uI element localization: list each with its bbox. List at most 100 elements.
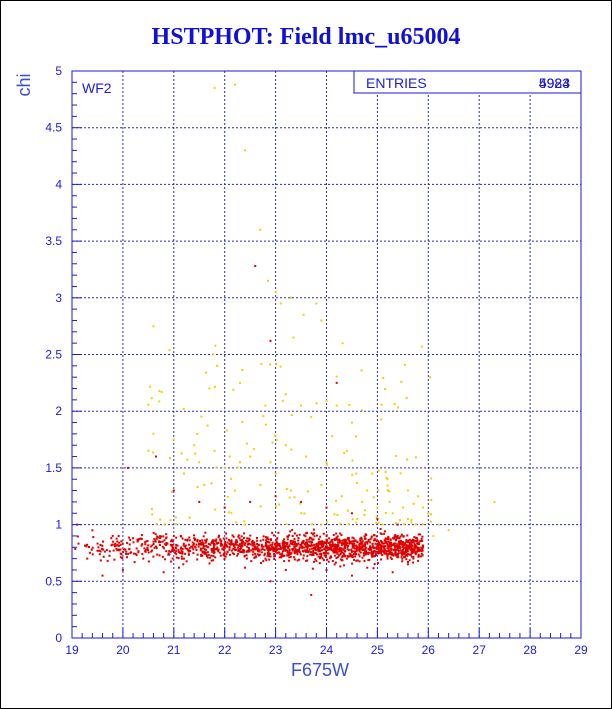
scatter-point [254,552,257,555]
scatter-point [186,458,189,461]
scatter-point [235,543,238,546]
scatter-point [406,540,409,543]
scatter-point [177,550,180,553]
scatter-point [193,444,196,447]
scatter-point [252,542,255,545]
scatter-point [417,559,420,562]
scatter-point [420,552,423,555]
scatter-point [325,542,328,545]
scatter-point [313,535,316,538]
scatter-point [77,542,80,545]
scatter-point [200,554,203,557]
scatter-point [394,550,397,553]
scatter-point [397,537,400,540]
scatter-point [375,546,378,549]
scatter-point [270,548,273,551]
scatter-point [383,546,386,549]
scatter-point [284,545,287,548]
scatter-point [331,435,334,438]
scatter-point [187,543,190,546]
scatter-point [205,554,208,557]
scatter-point [359,551,362,554]
scatter-point [386,538,389,541]
scatter-point [103,550,106,553]
scatter-point [258,553,261,556]
tick-marks [71,70,582,639]
scatter-point [273,558,276,561]
scatter-point [406,458,409,461]
scatter-point [266,537,269,540]
scatter-point [352,553,355,556]
scatter-point [205,548,208,551]
scatter-point [383,539,386,542]
scatter-point [200,542,203,545]
scatter-point [174,546,177,549]
scatter-point [115,547,118,550]
scatter-point [410,541,413,544]
scatter-point [302,554,305,557]
scatter-point [147,544,150,547]
scatter-point [83,544,86,547]
scatter-point [217,534,220,537]
scatter-point [381,545,384,548]
scatter-point [85,544,88,547]
scatter-point [249,500,252,503]
scatter-point [223,557,226,560]
y-tick-label: 3.5 [45,234,62,248]
scatter-point [311,538,314,541]
scatter-point [342,548,345,551]
scatter-point [188,539,191,542]
scatter-point [293,545,296,548]
scatter-point [257,543,260,546]
scatter-point [352,540,355,543]
scatter-point [333,513,336,516]
scatter-point [321,549,324,552]
scatter-point [132,537,135,540]
scatter-point [374,552,377,555]
scatter-point [269,538,272,541]
scatter-point [264,541,267,544]
scatter-point [203,545,206,548]
scatter-point [113,558,116,561]
scatter-point [133,561,136,564]
scatter-point [163,558,166,561]
scatter-point [275,538,278,541]
scatter-point [169,457,172,460]
scatter-point [195,548,198,551]
scatter-point [386,544,389,547]
scatter-point [102,540,105,543]
scatter-point [432,534,435,537]
scatter-point [354,435,357,438]
scatter-point [195,543,198,546]
scatter-point [288,549,291,552]
scatter-point [401,541,404,544]
scatter-point [339,553,342,556]
scatter-point [398,542,401,545]
scatter-point [377,522,380,525]
scatter-point [347,523,350,526]
scatter-point [388,552,391,555]
scatter-point [254,548,257,551]
scatter-point [377,552,380,555]
scatter-point [264,423,267,426]
scatter-point [268,555,271,558]
scatter-point [374,554,377,557]
scatter-point [417,542,420,545]
scatter-point [326,558,329,561]
scatter-point [318,553,321,556]
scatter-point [111,534,114,537]
scatter-point [314,558,317,561]
scatter-point [370,549,373,552]
scatter-point [228,546,231,549]
scatter-point [254,545,257,548]
scatter-point [236,466,239,469]
scatter-point [251,540,254,543]
scatter-point [298,558,301,561]
scatter-point [193,542,196,545]
scatter-point [214,539,217,542]
scatter-point [197,543,200,546]
scatter-point [388,500,391,503]
scatter-point [198,461,201,464]
scatter-point [320,554,323,557]
scatter-point [266,545,269,548]
